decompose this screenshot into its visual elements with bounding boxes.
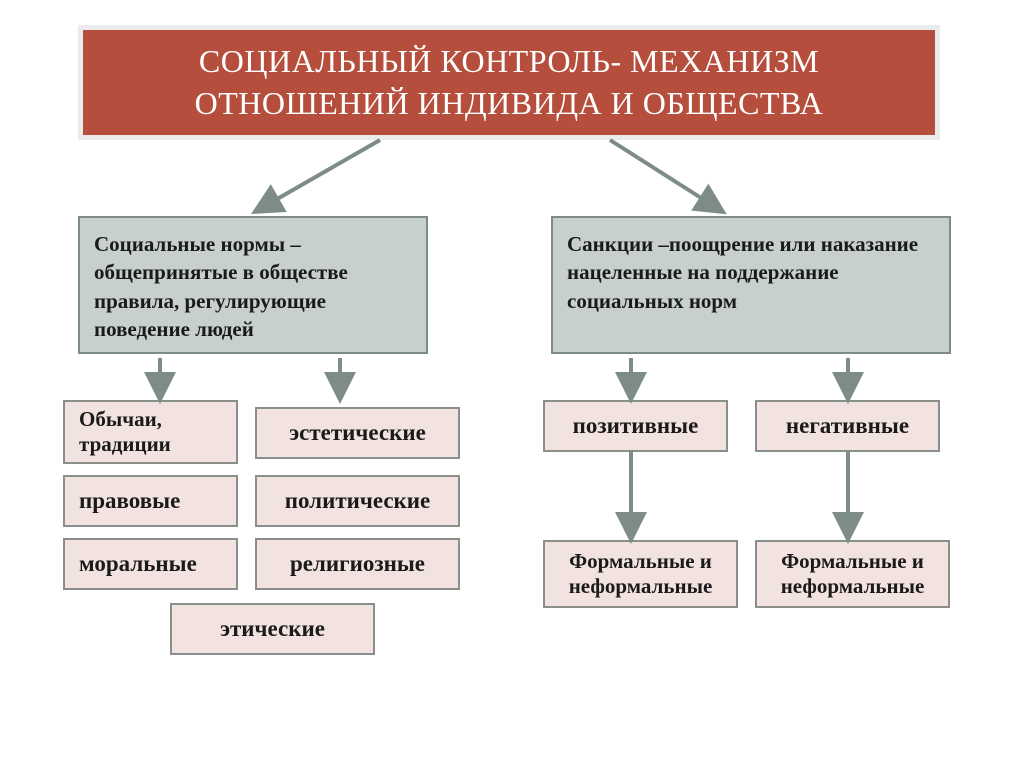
sanctions-formal-informal-2: Формальные и неформальные (755, 540, 950, 608)
sanctions-formal-informal-2-label: Формальные и неформальные (771, 549, 934, 599)
arrow-title-to-right (610, 140, 720, 210)
sanctions-negative: негативные (755, 400, 940, 452)
norms-aesthetic-label: эстетические (289, 420, 426, 446)
norms-political: политические (255, 475, 460, 527)
norms-religious-label: религиозные (290, 551, 425, 577)
sanctions-formal-informal-1: Формальные и неформальные (543, 540, 738, 608)
norms-aesthetic: эстетические (255, 407, 460, 459)
sanctions-formal-informal-1-label: Формальные и неформальные (559, 549, 722, 599)
arrow-title-to-left (258, 140, 380, 210)
norms-customs: Обычаи, традиции (63, 400, 238, 464)
sanctions-positive: позитивные (543, 400, 728, 452)
norms-customs-label: Обычаи, традиции (79, 407, 222, 457)
norms-moral: моральные (63, 538, 238, 590)
right-definition-box: Санкции –поощрение или наказание нацелен… (551, 216, 951, 354)
norms-moral-label: моральные (79, 551, 197, 577)
norms-ethical-label: этические (220, 616, 325, 642)
title-box: СОЦИАЛЬНЫЙ КОНТРОЛЬ- МЕХАНИЗМ ОТНОШЕНИЙ … (78, 25, 940, 140)
norms-legal: правовые (63, 475, 238, 527)
left-definition-box: Социальные нормы – общепринятые в общест… (78, 216, 428, 354)
norms-ethical: этические (170, 603, 375, 655)
left-definition-text: Социальные нормы – общепринятые в общест… (94, 232, 348, 341)
norms-legal-label: правовые (79, 488, 180, 514)
sanctions-positive-label: позитивные (573, 413, 699, 439)
norms-religious: религиозные (255, 538, 460, 590)
norms-political-label: политические (285, 488, 431, 514)
sanctions-negative-label: негативные (786, 413, 909, 439)
right-definition-text: Санкции –поощрение или наказание нацелен… (567, 232, 918, 313)
title-text: СОЦИАЛЬНЫЙ КОНТРОЛЬ- МЕХАНИЗМ ОТНОШЕНИЙ … (103, 41, 915, 124)
